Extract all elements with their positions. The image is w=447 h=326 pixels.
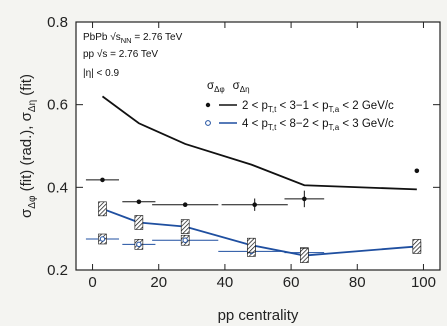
sigma-dphi-syst-box [98,201,107,217]
sigma-deta-point [99,236,106,242]
series-1-sigma-dphi-line [101,95,417,191]
sigma-deta-point [252,202,257,207]
x-tick-label: 100 [411,274,436,291]
sigma-dphi-syst-box [412,239,422,254]
legend-entry-series-1: 2 < pT,t < 3−1 < pT,a < 2 GeV/c [242,100,394,114]
sigma-dphi-syst-box [247,237,256,253]
x-tick-label: 80 [349,274,366,291]
sigma-deta-point [136,199,142,205]
sigma-deta-point [302,196,307,202]
annotation-pp: pp √s = 2.76 TeV [83,48,158,60]
x-axis: 0 20 40 60 80 100 [88,22,436,291]
legend: σΔφ σΔη 2 < pT,t < 3−1 < pT,a < 2 GeV/c 4… [205,80,394,132]
sigma-deta-point [136,241,142,248]
legend-entry-series-2: 4 < pT,t < 8−2 < pT,a < 3 GeV/c [242,118,394,132]
annotation-eta: |η| < 0.9 [83,68,119,79]
y-tick-label: 0.2 [47,262,68,279]
sigma-deta-point [100,177,105,183]
y-tick-label: 0.6 [47,97,68,114]
y-axis: 0.2 0.4 0.6 0.8 [47,14,440,279]
y-tick-label: 0.8 [47,14,68,31]
sigma-dphi-syst-box [134,215,144,230]
x-tick-label: 0 [88,274,96,291]
legend-marker-filled [205,102,211,108]
sigma-dphi-syst-box [180,219,190,234]
legend-header: σΔφ σΔη [207,80,250,94]
sigma-deta-point [414,168,420,174]
legend-marker-open [205,120,211,126]
y-axis-title: σΔφ (fit) (rad.), σΔη (fit) [18,74,38,218]
x-axis-title: pp centrality [218,307,299,324]
sigma-deta-point [182,237,188,243]
series-layer [85,95,422,263]
series-1 [85,95,420,211]
y-tick-label: 0.4 [47,179,68,196]
x-tick-label: 20 [150,274,167,291]
annotation-collision: PbPb √sNN = 2.76 TeV [83,31,183,45]
series-2 [85,201,422,263]
sigma-deta-point [182,202,188,207]
sigma-dphi-syst-box [300,248,309,263]
series-2-sigma-dphi-line [102,207,417,257]
x-tick-label: 40 [217,274,234,291]
x-tick-label: 60 [283,274,300,291]
